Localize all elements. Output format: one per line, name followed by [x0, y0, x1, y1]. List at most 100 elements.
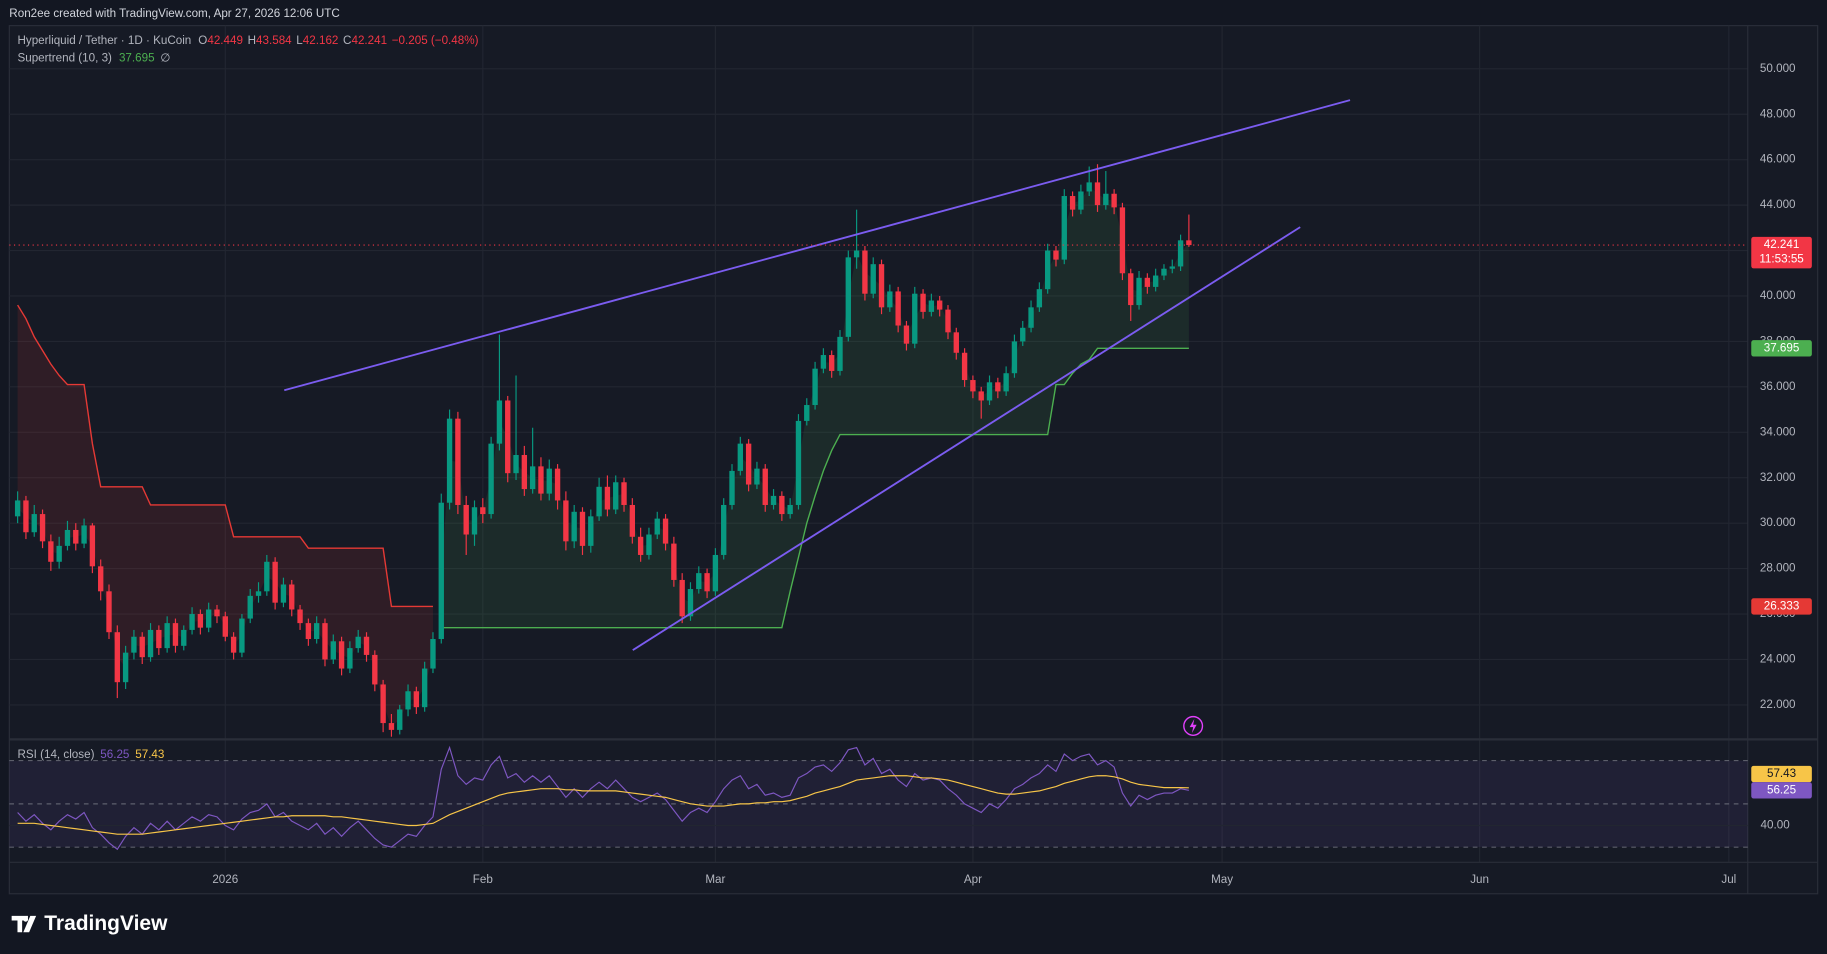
- candle-body: [853, 250, 860, 258]
- trendline: [632, 226, 1301, 651]
- candle-body: [206, 609, 212, 628]
- alert-circle[interactable]: [1183, 715, 1204, 736]
- candle-body: [1119, 207, 1126, 274]
- candle-body: [878, 264, 885, 308]
- alert-bolt[interactable]: [1189, 718, 1197, 733]
- candle-body: [737, 443, 743, 471]
- credit: Ron2ee created with TradingView.com, Apr…: [9, 7, 339, 20]
- candle-body: [554, 468, 561, 501]
- supertrend-line: [441, 347, 1189, 629]
- y-tick-label: 28.000: [1760, 562, 1796, 575]
- logo-mark: [11, 915, 37, 933]
- candle-body: [571, 511, 577, 542]
- candle-body: [596, 486, 602, 517]
- candle-body: [380, 684, 386, 724]
- candle-body: [912, 293, 918, 344]
- candle-body: [230, 636, 237, 653]
- supertrend-line: [17, 304, 433, 608]
- x-tick-label: Jul: [1721, 873, 1736, 886]
- candle-body: [928, 300, 935, 312]
- candle-body: [247, 595, 253, 619]
- y-tick-label: 48.000: [1760, 107, 1796, 120]
- candle-body: [81, 525, 87, 544]
- candle-body: [762, 468, 768, 505]
- logo-dot: [23, 917, 28, 922]
- candle-body: [147, 629, 154, 658]
- candle-body: [181, 629, 187, 646]
- candle-body: [870, 264, 876, 294]
- candle-body: [255, 591, 262, 596]
- x-tick-label: Mar: [705, 873, 725, 886]
- candle-body: [23, 500, 29, 533]
- ohlc-key: L: [296, 34, 303, 47]
- alert-icon[interactable]: [1183, 715, 1204, 736]
- ohlc-key: C: [343, 34, 351, 47]
- candle-body: [820, 355, 827, 369]
- candle-body: [579, 511, 586, 546]
- candle-body: [687, 589, 694, 617]
- legend-rsi: RSI (14, close) 56.25 57.43: [17, 748, 164, 761]
- candle-body: [961, 352, 968, 381]
- candle-body: [953, 332, 959, 353]
- x-tick-label: Jun: [1470, 873, 1489, 886]
- candle-body: [363, 636, 370, 655]
- candle-body: [1094, 182, 1101, 206]
- y-tick-label: 44.000: [1760, 198, 1796, 211]
- candle-body: [1086, 182, 1092, 192]
- symbol: Hyperliquid / Tether · 1D · KuCoin: [17, 34, 191, 47]
- candle-body: [812, 368, 818, 406]
- candle-body: [895, 291, 901, 326]
- indicator-name: Supertrend (10, 3): [17, 51, 112, 64]
- candle-body: [39, 514, 46, 542]
- brand-name: TradingView: [44, 912, 168, 935]
- candle-body: [305, 623, 312, 640]
- candle-body: [455, 418, 461, 505]
- candle-body: [588, 516, 594, 546]
- candle-body: [745, 443, 752, 485]
- candle-body: [804, 405, 810, 421]
- y-tick-label: 24.000: [1760, 653, 1796, 666]
- candle-body: [1103, 193, 1109, 206]
- candle-body: [1003, 373, 1009, 392]
- candle-body: [637, 536, 644, 555]
- candle-body: [1128, 273, 1134, 306]
- candle-body: [480, 507, 486, 515]
- candle-body: [779, 495, 785, 515]
- candle-body: [14, 500, 21, 517]
- candle-body: [347, 648, 353, 669]
- legend-supertrend: Supertrend (10, 3) 37.695 ∅: [17, 51, 170, 64]
- candle-body: [289, 584, 295, 610]
- candle-body: [978, 391, 984, 401]
- candle-body: [613, 482, 619, 510]
- candle-body: [604, 486, 611, 510]
- candle-body: [156, 629, 162, 649]
- candle-body: [1028, 307, 1034, 328]
- candle-body: [189, 614, 195, 630]
- candle-body: [222, 616, 228, 637]
- ohlc-value: 42.449: [207, 34, 243, 47]
- y-tick-label: 46.000: [1760, 153, 1796, 166]
- price-badge-label: 56.25: [1767, 783, 1796, 796]
- candle-body: [89, 525, 96, 567]
- candle-body: [521, 455, 528, 490]
- x-tick-label: Apr: [964, 873, 982, 886]
- price-badge-label: 26.333: [1764, 600, 1800, 613]
- candle-body: [671, 543, 677, 580]
- indicator-value: 57.43: [135, 748, 164, 761]
- candle-body: [903, 325, 910, 344]
- candle-body: [64, 529, 71, 546]
- ohlc-key: H: [248, 34, 256, 47]
- candle-body: [197, 614, 204, 628]
- candle-body: [563, 500, 569, 542]
- candle-body: [322, 623, 328, 660]
- candle-body: [754, 468, 760, 485]
- price-badge-label: 37.695: [1764, 341, 1800, 354]
- candle-body: [438, 502, 444, 640]
- change: −0.205 (−0.48%): [392, 34, 479, 47]
- rsi-line: [17, 745, 1189, 851]
- indicator-value: 56.25: [100, 748, 129, 761]
- candle-body: [887, 291, 893, 308]
- y-tick-label: 36.000: [1760, 380, 1796, 393]
- ohlc-value: 42.162: [303, 34, 339, 47]
